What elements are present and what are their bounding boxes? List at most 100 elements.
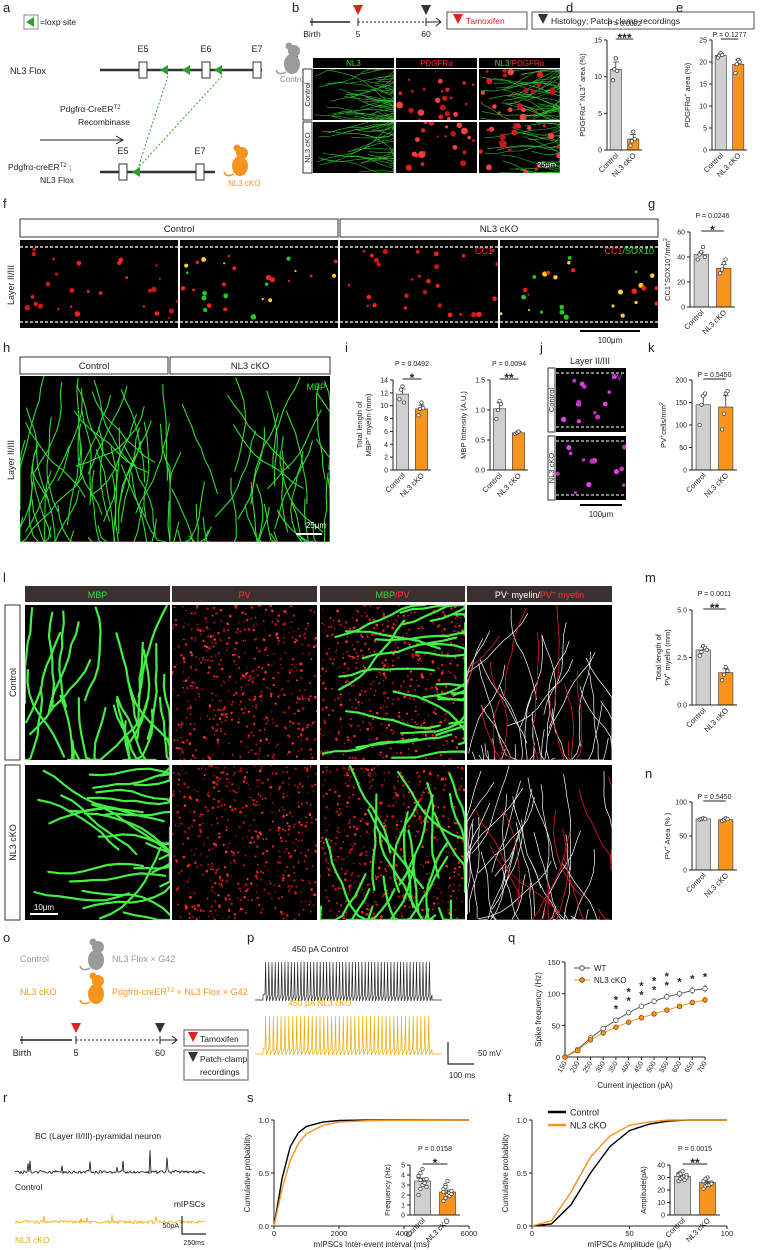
image-texture [422,733,424,735]
x-axis-label: mIPSCs Amplitude (pA) [587,1240,671,1249]
image-texture [386,864,388,867]
image-texture [310,784,314,788]
image-texture [348,888,351,890]
image-texture [172,623,175,627]
image-texture [413,801,416,805]
image-texture [339,718,342,721]
line [531,1119,727,1227]
image-texture [346,736,349,739]
image-texture [47,611,56,710]
image-texture [414,137,420,143]
image-texture [389,876,392,879]
image-texture [503,69,560,90]
image-texture [263,728,266,731]
image-texture [563,774,572,871]
image-texture [256,896,259,899]
image-texture [197,692,200,696]
data-point [664,994,670,1000]
image-texture [242,691,245,695]
image-texture [277,619,280,623]
image-texture [260,614,262,616]
y-axis-label: CC1+SOX10+/mm2 [663,238,672,301]
image-texture [226,777,229,781]
image-texture [189,892,191,894]
image-texture [619,466,625,472]
image-texture [260,690,263,693]
image-texture [186,837,190,840]
data-point [702,816,708,822]
y-axis-label: MBP Intensity (A.U.) [459,391,468,459]
image-texture [267,869,269,872]
image-texture [281,687,284,691]
image-texture [205,729,208,731]
image-texture [399,751,403,755]
frame [339,218,659,238]
image-texture [351,616,354,619]
image-texture [82,885,170,910]
label: Recombinase [78,117,130,127]
text-part: myelin (mm) [364,393,373,437]
image-texture [202,909,205,912]
image-texture [282,796,285,799]
image-texture [269,765,273,767]
image-texture [185,738,189,742]
image-texture [292,631,295,633]
image-texture [552,122,560,132]
image-texture [457,889,460,892]
image-texture [544,122,560,134]
image-texture [193,722,196,725]
image-texture [248,698,251,701]
image-texture [193,789,195,791]
image-texture [320,736,322,738]
image-texture [348,756,351,759]
image-texture [180,736,182,739]
image-texture [331,115,394,120]
image-texture [358,862,361,864]
image-texture [334,842,337,845]
image-texture [469,823,478,919]
image-texture [368,738,370,741]
image-texture [381,661,384,664]
image-texture [250,314,257,320]
image-texture [360,689,363,692]
image-texture [478,860,552,920]
image-texture [321,836,324,840]
image-texture [354,115,394,120]
image-texture [397,614,400,617]
layer-boundary [340,246,498,323]
image-texture [368,833,371,835]
image-texture [247,751,250,754]
image-texture [265,646,268,650]
image-texture [288,671,292,674]
image-texture [168,316,171,319]
y-axis-label: MBP+ myelin (mm) [364,393,373,456]
text-part: 2 [663,238,669,241]
image-texture [221,798,223,801]
data-point [445,1178,450,1184]
image-texture [401,737,405,741]
image-texture [355,609,358,612]
image-texture [437,625,440,628]
image-texture [345,771,349,775]
image-texture [224,850,228,854]
image-texture [279,910,283,914]
image-texture [282,821,284,824]
image-texture [349,698,351,701]
image-texture [442,814,445,818]
image-texture [369,682,373,686]
image-texture [396,646,399,649]
image-texture [322,608,324,611]
image-texture [330,89,394,106]
bar [512,432,525,471]
image-texture [328,770,332,773]
y-tick-label: 2 [401,1193,405,1200]
image-texture [308,882,311,884]
image-texture [361,654,364,657]
image-texture [239,899,242,902]
data-point [600,1025,606,1032]
image-texture [212,868,214,871]
image-texture [440,90,444,93]
image-texture [257,793,260,796]
image-texture [237,666,241,670]
